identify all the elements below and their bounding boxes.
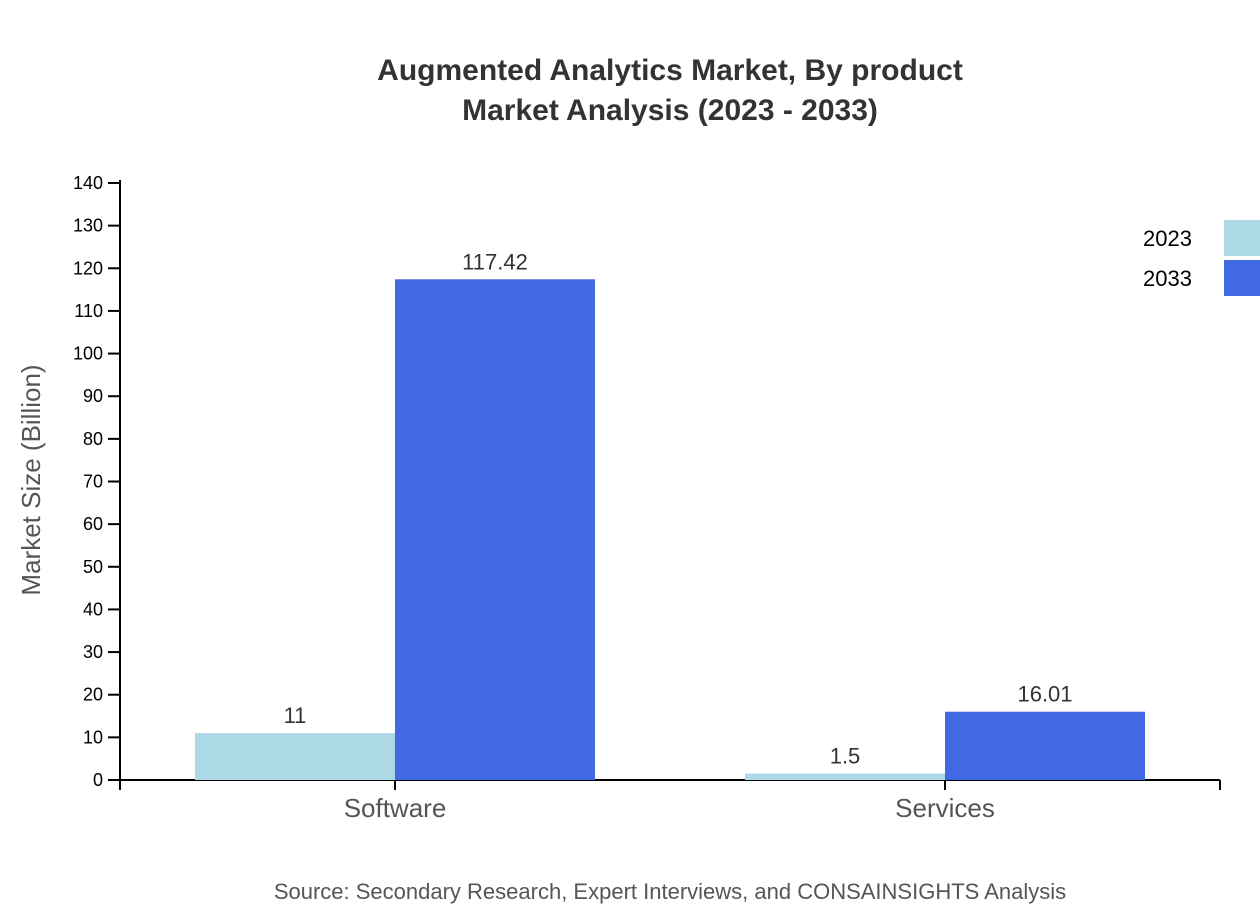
y-tick-label: 60	[83, 514, 103, 534]
y-tick-label: 110	[74, 301, 103, 321]
y-tick-label: 70	[83, 472, 103, 492]
y-tick-label: 120	[73, 258, 103, 278]
y-tick-label: 50	[83, 557, 103, 577]
legend-label: 2033	[1143, 266, 1192, 291]
bar-2023-software	[195, 733, 395, 780]
chart-subtitle: Market Analysis (2023 - 2033)	[462, 94, 878, 127]
legend-swatch	[1224, 260, 1260, 296]
bar-2033-services	[945, 711, 1145, 780]
legend: 2023 2033	[1143, 220, 1260, 296]
y-tick-label: 140	[73, 173, 103, 193]
source-note: Source: Secondary Research, Expert Inter…	[274, 879, 1066, 904]
chart-title: Augmented Analytics Market, By product	[377, 54, 963, 87]
x-tick-label: Services	[895, 793, 995, 823]
data-label: 11	[284, 703, 307, 728]
bar-2023-services	[745, 773, 945, 780]
y-tick-label: 130	[73, 216, 103, 236]
x-tick-label: Software	[344, 793, 447, 823]
y-tick-label: 80	[83, 429, 103, 449]
y-axis-label: Market Size (Billion)	[16, 364, 46, 595]
legend-swatch	[1224, 220, 1260, 256]
y-tick-label: 40	[83, 599, 103, 619]
legend-label: 2023	[1143, 226, 1192, 251]
y-axis: 0 10 20 30 40 50 60 70 80 90 100 110 120 130 140	[73, 173, 121, 790]
y-tick-label: 0	[93, 770, 103, 790]
y-tick-label: 30	[83, 642, 103, 662]
y-tick-label: 20	[83, 685, 103, 705]
data-label: 117.42	[462, 249, 528, 274]
data-label: 16.01	[1017, 682, 1072, 707]
data-label: 1.5	[830, 744, 861, 769]
y-tick-label: 100	[73, 344, 103, 364]
bars: 11 117.42 1.5 16.01	[195, 249, 1145, 780]
y-tick-label: 90	[83, 386, 103, 406]
x-axis: Software Services	[119, 779, 1221, 823]
bar-2033-software	[395, 279, 595, 780]
y-tick-label: 10	[83, 727, 103, 747]
